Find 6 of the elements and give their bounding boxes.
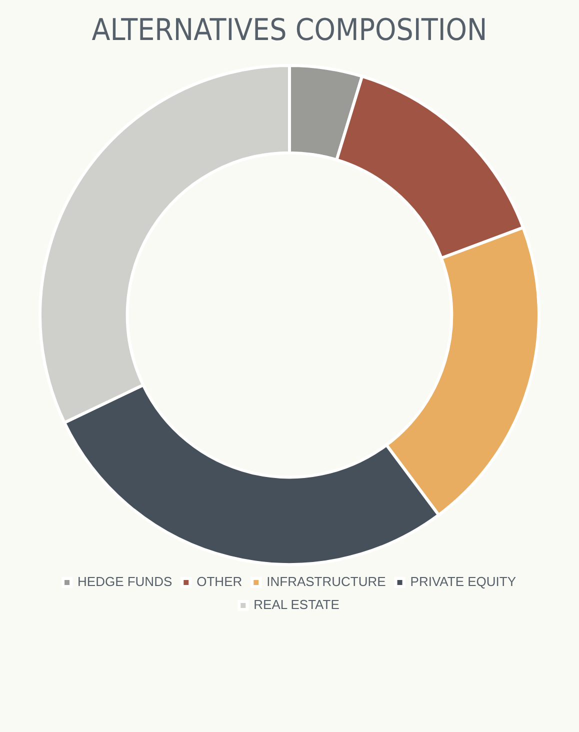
chart-title: ALTERNATIVES COMPOSITION xyxy=(92,12,488,48)
legend-label: OTHER xyxy=(196,574,242,590)
legend-label: HEDGE FUNDS xyxy=(78,574,172,590)
legend-label: REAL ESTATE xyxy=(254,597,340,612)
legend-label: INFRASTRUCTURE xyxy=(266,574,386,590)
legend-label: PRIVATE EQUITY xyxy=(410,574,516,590)
